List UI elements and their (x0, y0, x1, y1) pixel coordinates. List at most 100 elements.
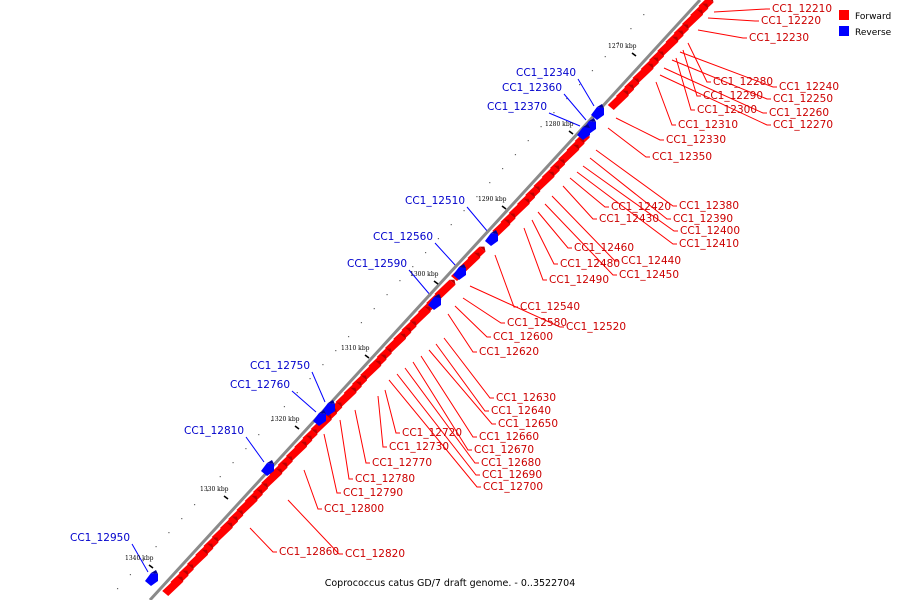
legend: Forward Reverse (839, 10, 892, 38)
tick-dot (643, 14, 645, 16)
forward-gene-block (335, 387, 357, 407)
tick-dot (578, 84, 581, 86)
leader-line-forward (595, 149, 677, 207)
forward-gene-label: CC1_12700 (483, 481, 543, 493)
leader-line-forward (562, 185, 597, 220)
forward-gene-label: CC1_12450 (619, 269, 679, 281)
kbp-tick-label: 1310 kbp (341, 345, 370, 352)
leader-line-forward (523, 227, 547, 281)
forward-gene-label: CC1_12390 (673, 213, 733, 225)
leader-line-forward (687, 42, 711, 83)
leader-line-forward (377, 395, 387, 448)
leader-line-forward (354, 409, 370, 464)
tick-dot (450, 224, 452, 226)
tick-dot (566, 98, 568, 100)
kbp-tick-label: 1300 kbp (410, 271, 439, 278)
forward-gene-label: CC1_12630 (496, 392, 556, 404)
leader-line-forward (675, 57, 695, 111)
leader-line-forward (339, 419, 353, 480)
forward-gene-block (607, 90, 629, 110)
tick-dot (270, 420, 273, 422)
leader-line-forward (589, 157, 671, 220)
reverse-gene-label: CC1_12560 (373, 231, 433, 243)
forward-gene-label: CC1_12270 (773, 119, 833, 131)
reverse-gene-arrow (453, 264, 466, 280)
kbp-tick-label: 1320 kbp (271, 416, 300, 423)
forward-gene-label: CC1_12520 (566, 321, 626, 333)
forward-gene-block (657, 36, 679, 56)
tick-dot (232, 462, 234, 464)
reverse-gene-arrow (261, 460, 274, 476)
forward-gene-label: CC1_12350 (652, 151, 712, 163)
leader-line-reverse (245, 436, 265, 463)
leader-line-forward (388, 379, 481, 488)
tick-dots (116, 14, 645, 590)
forward-gene-label: CC1_12410 (679, 238, 739, 250)
forward-gene-block (285, 441, 307, 461)
forward-gene-block (434, 279, 456, 299)
leader-line-forward (469, 285, 564, 328)
tick-dot (168, 532, 170, 534)
leader-line-reverse (466, 206, 489, 233)
leader-line-forward (544, 203, 617, 276)
leader-line-forward (663, 67, 767, 114)
forward-gene-label: CC1_12400 (680, 225, 740, 237)
kbp-tick-mark (568, 130, 574, 135)
reverse-gene-arrow (577, 124, 590, 140)
tick-dot (296, 392, 298, 394)
forward-gene-label: CC1_12820 (345, 548, 405, 560)
reverse-gene-label: CC1_12810 (184, 425, 244, 437)
genome-caption: Coprococcus catus GD/7 draft genome. - 0… (324, 578, 576, 589)
forward-gene-label: CC1_12860 (279, 546, 339, 558)
forward-gene-label: CC1_12660 (479, 431, 539, 443)
forward-gene-label: CC1_12730 (389, 441, 449, 453)
forward-gene-block (409, 306, 431, 326)
forward-gene-label: CC1_12380 (679, 200, 739, 212)
reverse-gene-label: CC1_12760 (230, 379, 290, 391)
leader-line-forward (531, 219, 558, 265)
forward-gene-label: CC1_12580 (507, 317, 567, 329)
legend-label-forward: Forward (855, 12, 891, 22)
tick-dot (258, 434, 260, 436)
forward-gene-label: CC1_12250 (773, 93, 833, 105)
forward-gene-label: CC1_12430 (599, 213, 659, 225)
tick-dot (206, 490, 209, 492)
kbp-tick-label: 1280 kbp (545, 121, 574, 128)
leader-line-forward (551, 195, 619, 262)
leader-line-forward (303, 469, 322, 510)
leader-line-forward (447, 313, 477, 353)
forward-gene-label: CC1_12290 (703, 90, 763, 102)
leader-line-forward (494, 254, 518, 308)
leader-line-forward (454, 305, 491, 338)
tick-dot (437, 238, 440, 240)
gene-labels: CC1_12210CC1_12220CC1_12230CC1_12240CC1_… (70, 3, 839, 560)
leader-line-reverse (291, 390, 317, 413)
leader-line-forward (249, 527, 277, 553)
forward-gene-label: CC1_12210 (772, 3, 832, 15)
reverse-gene-arrow (428, 294, 441, 310)
forward-gene-block (211, 522, 233, 542)
forward-gene-label: CC1_12780 (355, 473, 415, 485)
forward-gene-label: CC1_12440 (621, 255, 681, 267)
forward-gene-label: CC1_12600 (493, 331, 553, 343)
forward-gene-label: CC1_12770 (372, 457, 432, 469)
kbp-labels: 1270 kbp 1280 kbp 1290 kbp 1300 kbp 1310 kbp… (125, 43, 637, 569)
genes (145, 0, 714, 596)
leader-line-forward (607, 127, 650, 158)
tick-dot (553, 112, 555, 114)
kbp-tick-mark (148, 564, 154, 569)
tick-dot (335, 350, 337, 352)
tick-dot (373, 308, 375, 310)
forward-gene-block (236, 495, 258, 515)
leader-line-reverse (563, 93, 587, 121)
leader-line-reverse (548, 112, 581, 127)
leader-line-forward (428, 349, 496, 425)
tick-dot (514, 154, 517, 156)
tick-dot (193, 504, 196, 506)
reverse-gene-label: CC1_12360 (502, 82, 562, 94)
forward-gene-label: CC1_12670 (474, 444, 534, 456)
forward-gene-label: CC1_12800 (324, 503, 384, 515)
forward-gene-label: CC1_12310 (678, 119, 738, 131)
reverse-gene-arrow (485, 230, 498, 246)
